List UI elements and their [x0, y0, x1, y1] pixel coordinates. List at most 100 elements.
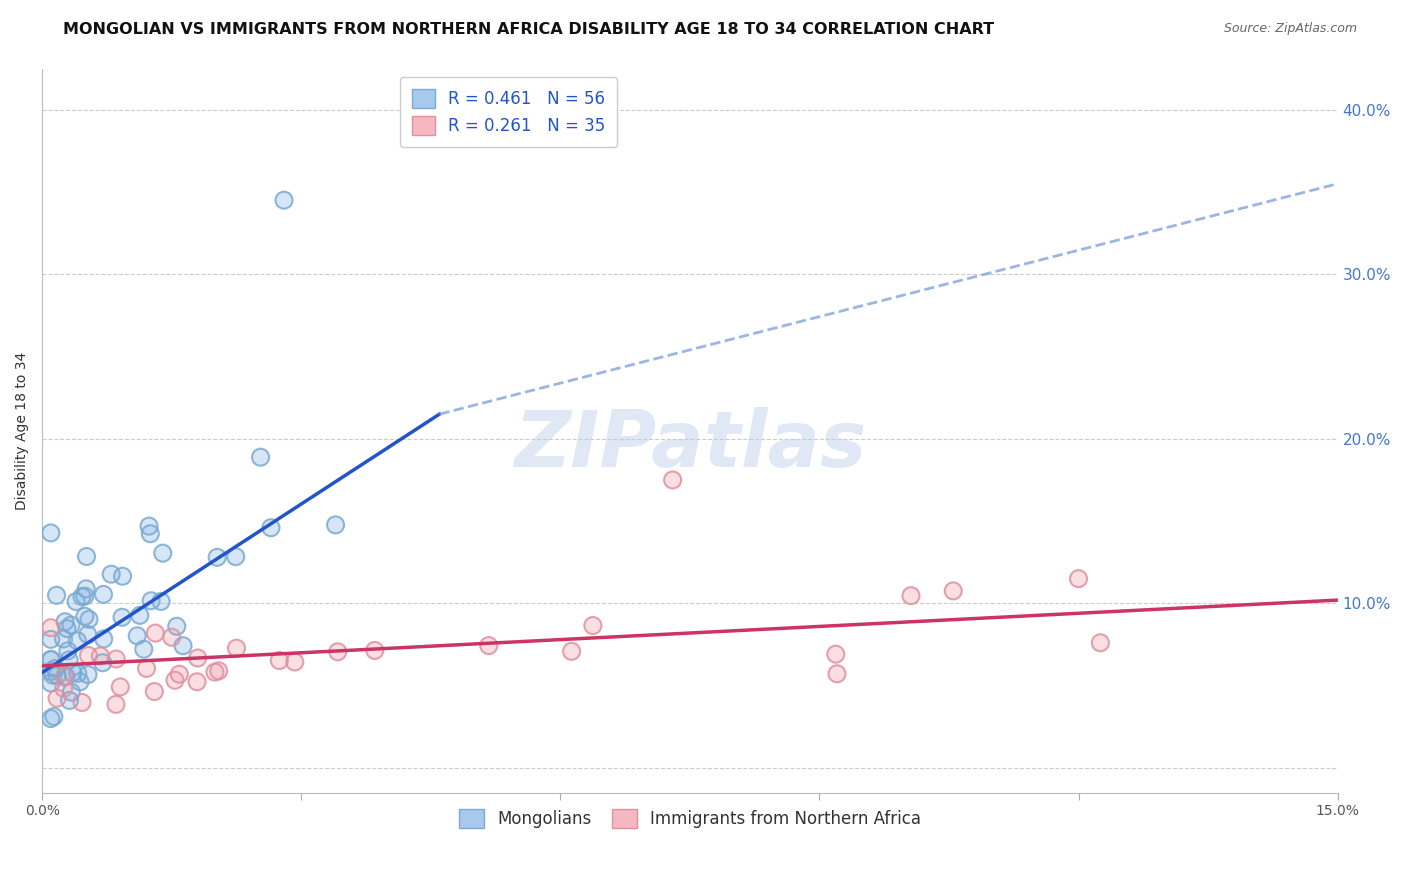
Point	[208, 664, 231, 678]
Point	[478, 639, 501, 653]
Point	[58, 653, 80, 667]
Point	[942, 583, 965, 598]
Point	[225, 641, 247, 656]
Point	[45, 588, 67, 602]
Point	[76, 549, 98, 564]
Point	[39, 525, 62, 540]
Point	[825, 666, 848, 681]
Point	[208, 664, 231, 678]
Point	[39, 653, 62, 667]
Point	[111, 610, 134, 624]
Point	[172, 639, 194, 653]
Point	[44, 661, 66, 675]
Point	[186, 674, 208, 689]
Point	[111, 610, 134, 624]
Text: ZIPatlas: ZIPatlas	[513, 407, 866, 483]
Point	[46, 691, 69, 706]
Point	[326, 645, 349, 659]
Point	[111, 569, 134, 583]
Point	[56, 622, 79, 636]
Point	[52, 632, 75, 646]
Point	[58, 693, 80, 707]
Point	[1090, 636, 1112, 650]
Point	[249, 450, 271, 465]
Point	[260, 521, 283, 535]
Point	[139, 526, 162, 541]
Point	[661, 473, 683, 487]
Point	[73, 589, 96, 603]
Point	[59, 618, 82, 632]
Point	[70, 590, 93, 604]
Point	[166, 619, 188, 633]
Point	[70, 590, 93, 604]
Point	[100, 567, 122, 582]
Point	[93, 632, 115, 646]
Point	[269, 653, 291, 667]
Point	[53, 615, 76, 629]
Point	[186, 674, 208, 689]
Point	[1067, 572, 1090, 586]
Point	[39, 665, 62, 679]
Point	[58, 693, 80, 707]
Point	[66, 666, 89, 681]
Point	[145, 626, 167, 640]
Point	[138, 519, 160, 533]
Point	[273, 193, 295, 207]
Point	[39, 676, 62, 690]
Point	[942, 583, 965, 598]
Point	[143, 684, 166, 698]
Point	[76, 549, 98, 564]
Point	[661, 473, 683, 487]
Point	[89, 648, 111, 663]
Point	[364, 643, 387, 657]
Point	[138, 519, 160, 533]
Point	[105, 652, 128, 666]
Point	[326, 645, 349, 659]
Point	[45, 588, 67, 602]
Point	[62, 665, 84, 680]
Point	[39, 621, 62, 635]
Point	[66, 633, 89, 648]
Point	[160, 630, 183, 644]
Point	[478, 639, 501, 653]
Text: Source: ZipAtlas.com: Source: ZipAtlas.com	[1223, 22, 1357, 36]
Point	[93, 587, 115, 601]
Point	[70, 696, 93, 710]
Point	[39, 632, 62, 647]
Point	[152, 546, 174, 560]
Point	[273, 193, 295, 207]
Point	[128, 608, 150, 623]
Point	[55, 669, 77, 683]
Point	[69, 674, 91, 689]
Point	[73, 609, 96, 624]
Point	[53, 615, 76, 629]
Point	[73, 609, 96, 624]
Point	[39, 712, 62, 726]
Point	[104, 698, 127, 712]
Point	[325, 517, 347, 532]
Point	[62, 665, 84, 680]
Point	[100, 567, 122, 582]
Point	[58, 653, 80, 667]
Legend: Mongolians, Immigrants from Northern Africa: Mongolians, Immigrants from Northern Afr…	[453, 803, 928, 835]
Point	[77, 612, 100, 626]
Point	[325, 517, 347, 532]
Point	[93, 632, 115, 646]
Point	[39, 712, 62, 726]
Point	[187, 651, 209, 665]
Point	[77, 667, 100, 681]
Point	[89, 648, 111, 663]
Point	[127, 629, 149, 643]
Point	[582, 618, 605, 632]
Point	[46, 668, 69, 682]
Point	[163, 673, 186, 688]
Point	[110, 680, 132, 694]
Point	[42, 668, 65, 682]
Point	[205, 550, 228, 565]
Point	[76, 627, 98, 641]
Point	[42, 709, 65, 723]
Point	[152, 546, 174, 560]
Point	[39, 632, 62, 647]
Point	[145, 626, 167, 640]
Point	[66, 633, 89, 648]
